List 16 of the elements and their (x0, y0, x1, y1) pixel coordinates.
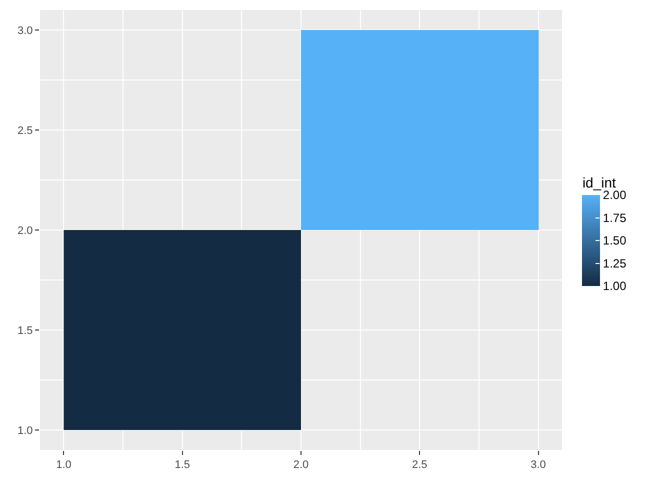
y-tick-label: 1.5 (18, 324, 33, 337)
y-tick-label: 2.5 (18, 124, 33, 137)
color-bar-label: 1.75 (602, 210, 627, 225)
y-tick-label: 3.0 (18, 24, 33, 37)
color-bar-label: 1.00 (602, 279, 627, 294)
x-tick-label: 1.0 (56, 459, 72, 472)
y-tick-label: 1.0 (18, 424, 33, 437)
color-bar-label: 2.00 (602, 188, 627, 202)
color-bar-title: id_int (582, 174, 616, 190)
x-tick-label: 1.5 (174, 459, 190, 472)
x-tick-label: 3.0 (530, 459, 546, 472)
color-bar-label: 1.25 (602, 256, 627, 270)
x-tick-label: 2.5 (412, 459, 428, 472)
color-bar-label: 1.50 (602, 234, 627, 248)
x-tick-label: 2.0 (293, 459, 309, 472)
y-tick-label: 2.0 (18, 224, 33, 237)
